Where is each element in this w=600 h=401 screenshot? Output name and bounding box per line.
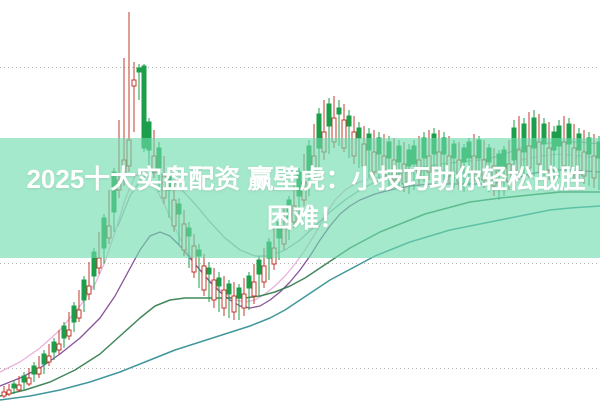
- candlestick-chart[interactable]: [0, 0, 600, 401]
- chart-background: [0, 0, 600, 401]
- chart-screenshot: 2025十大实盘配资 赢壁虎：小技巧助你轻松战胜 困难！: [0, 0, 600, 401]
